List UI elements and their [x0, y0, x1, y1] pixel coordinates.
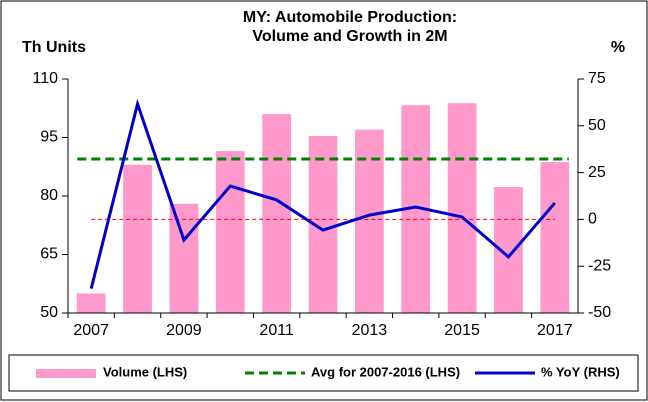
y-tick-label: 95: [40, 129, 58, 146]
bar: [169, 203, 199, 313]
y2-tick-label: 0: [588, 211, 597, 228]
y-tick-label: 65: [40, 246, 58, 263]
x-tick-label: 2017: [537, 322, 573, 339]
y2-tick-label: 75: [588, 70, 606, 87]
x-tick-label: 2015: [444, 322, 480, 339]
legend-label: Avg for 2007-2016 (LHS): [311, 364, 460, 379]
y-tick-label: 50: [40, 304, 58, 321]
bar: [540, 162, 570, 313]
bar: [447, 103, 477, 314]
bar: [215, 151, 245, 313]
x-tick-label: 2011: [259, 322, 294, 339]
chart-title: Volume and Growth in 2M: [252, 28, 447, 45]
y2-tick-label: -50: [588, 304, 611, 321]
y2-tick-label: 50: [588, 117, 606, 134]
line-series: [89, 98, 556, 290]
y2-tick-label: -25: [588, 257, 611, 274]
x-tick-label: 2013: [352, 322, 388, 339]
y-tick-label: 110: [32, 70, 58, 87]
bar: [76, 293, 106, 313]
legend-box: [8, 354, 639, 392]
chart-title: MY: Automobile Production:: [243, 9, 457, 26]
legend-swatch: [36, 369, 96, 378]
bar: [123, 164, 152, 313]
x-tick-label: 2007: [73, 322, 109, 339]
y2-tick-label: 25: [588, 164, 606, 181]
legend-label: % YoY (RHS): [541, 364, 620, 379]
x-tick-label: 2009: [166, 322, 202, 339]
y2-axis-label: %: [611, 39, 625, 56]
y-axis-label: Th Units: [22, 39, 86, 56]
y-tick-label: 80: [40, 187, 58, 204]
legend-label: Volume (LHS): [103, 364, 187, 379]
bar: [354, 129, 384, 313]
bar: [262, 114, 292, 313]
